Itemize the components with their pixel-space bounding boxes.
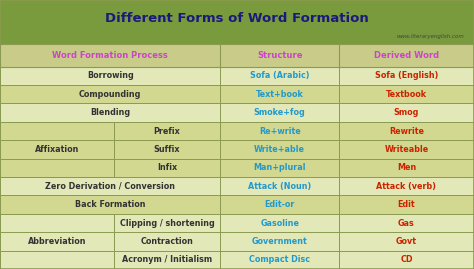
Text: Compounding: Compounding bbox=[79, 90, 141, 99]
Bar bbox=[114, 122, 220, 140]
Bar bbox=[0, 122, 114, 177]
Text: Rewrite: Rewrite bbox=[389, 127, 424, 136]
Text: Prefix: Prefix bbox=[154, 127, 181, 136]
Bar bbox=[220, 104, 339, 122]
Bar bbox=[220, 67, 339, 85]
Text: Attack (verb): Attack (verb) bbox=[376, 182, 437, 191]
Bar bbox=[0, 104, 220, 122]
Bar bbox=[220, 232, 339, 251]
Bar bbox=[339, 104, 474, 122]
Bar bbox=[114, 140, 220, 159]
Text: Sofa (English): Sofa (English) bbox=[375, 71, 438, 80]
Bar bbox=[339, 140, 474, 159]
Text: Edit-or: Edit-or bbox=[264, 200, 295, 209]
Bar bbox=[339, 85, 474, 104]
Text: Structure: Structure bbox=[257, 51, 302, 60]
Bar bbox=[0, 177, 220, 196]
Bar bbox=[339, 122, 474, 140]
Bar bbox=[0, 67, 220, 85]
Text: Back Formation: Back Formation bbox=[75, 200, 146, 209]
Text: Govt: Govt bbox=[396, 237, 417, 246]
Text: Gas: Gas bbox=[398, 218, 415, 228]
Text: www.literaryenglish.com: www.literaryenglish.com bbox=[397, 34, 465, 39]
Bar bbox=[220, 214, 339, 232]
Bar bbox=[114, 159, 220, 177]
Text: Abbreviation: Abbreviation bbox=[27, 237, 86, 246]
Bar bbox=[220, 140, 339, 159]
Text: Affixation: Affixation bbox=[35, 145, 79, 154]
Text: Attack (Noun): Attack (Noun) bbox=[248, 182, 311, 191]
Text: Sofa (Arabic): Sofa (Arabic) bbox=[250, 71, 310, 80]
Bar bbox=[220, 159, 339, 177]
Text: Smog: Smog bbox=[394, 108, 419, 117]
Text: Borrowing: Borrowing bbox=[87, 71, 134, 80]
Text: Clipping / shortening: Clipping / shortening bbox=[120, 218, 214, 228]
Text: Re+write: Re+write bbox=[259, 127, 301, 136]
Text: Zero Derivation / Conversion: Zero Derivation / Conversion bbox=[45, 182, 175, 191]
Bar bbox=[114, 251, 220, 269]
Text: Blending: Blending bbox=[90, 108, 130, 117]
Text: Edit: Edit bbox=[398, 200, 415, 209]
Bar bbox=[0, 44, 474, 67]
Text: Textbook: Textbook bbox=[386, 90, 427, 99]
Text: Infix: Infix bbox=[157, 163, 177, 172]
Text: Smoke+fog: Smoke+fog bbox=[254, 108, 306, 117]
Bar bbox=[339, 214, 474, 232]
Bar bbox=[339, 67, 474, 85]
Bar bbox=[0, 0, 474, 44]
Text: Suffix: Suffix bbox=[154, 145, 180, 154]
Bar bbox=[114, 232, 220, 251]
Bar bbox=[220, 85, 339, 104]
Bar bbox=[339, 196, 474, 214]
Text: Government: Government bbox=[252, 237, 308, 246]
Text: Gasoline: Gasoline bbox=[260, 218, 299, 228]
Bar bbox=[220, 177, 339, 196]
Bar bbox=[220, 251, 339, 269]
Text: Compact Disc: Compact Disc bbox=[249, 255, 310, 264]
Text: Acronym / Initialism: Acronym / Initialism bbox=[122, 255, 212, 264]
Bar bbox=[0, 196, 220, 214]
Text: CD: CD bbox=[400, 255, 413, 264]
Text: Derived Word: Derived Word bbox=[374, 51, 439, 60]
Bar bbox=[0, 214, 114, 269]
Text: Men: Men bbox=[397, 163, 416, 172]
Text: Write+able: Write+able bbox=[254, 145, 305, 154]
Bar bbox=[339, 251, 474, 269]
Bar bbox=[339, 159, 474, 177]
Text: Man+plural: Man+plural bbox=[254, 163, 306, 172]
Bar bbox=[220, 196, 339, 214]
Text: Word Formation Process: Word Formation Process bbox=[52, 51, 168, 60]
Text: Text+book: Text+book bbox=[255, 90, 304, 99]
Text: Writeable: Writeable bbox=[384, 145, 428, 154]
Text: Different Forms of Word Formation: Different Forms of Word Formation bbox=[105, 12, 369, 25]
Bar bbox=[0, 85, 220, 104]
Bar bbox=[220, 122, 339, 140]
Text: Contraction: Contraction bbox=[141, 237, 193, 246]
Bar bbox=[339, 232, 474, 251]
Bar bbox=[339, 177, 474, 196]
Bar bbox=[114, 214, 220, 232]
